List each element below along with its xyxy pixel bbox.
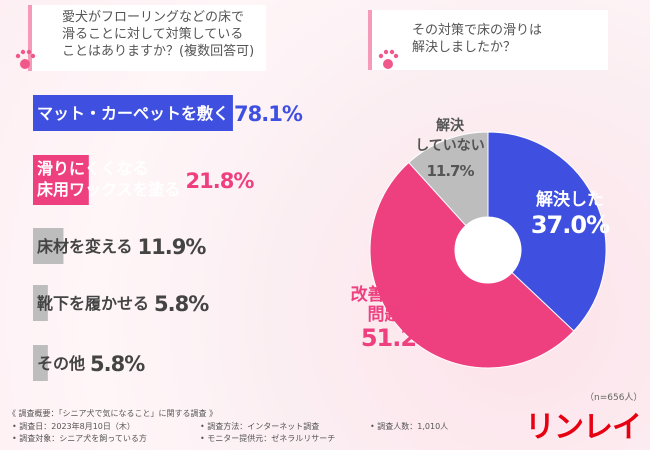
paw-icon bbox=[378, 49, 399, 69]
value-label: 5.8% bbox=[154, 292, 209, 316]
bar bbox=[33, 155, 89, 205]
footer-item: • 調査人数：1,010人 bbox=[370, 422, 449, 431]
footer-item: • 調査日：2023年8月10日（木） bbox=[12, 422, 135, 431]
bar bbox=[33, 345, 48, 381]
footer-item: • 調査対象：シニア犬を飼っている方 bbox=[12, 434, 147, 443]
category-label: 滑りにくくなる床用ワックスを塗る bbox=[37, 159, 181, 199]
category-label: 靴下を履かせる bbox=[37, 294, 149, 313]
slice-label: 解決していない bbox=[415, 117, 485, 154]
value-label: 78.1% bbox=[234, 102, 303, 126]
value-label: 51.2% bbox=[361, 324, 440, 352]
logo: リンレイ bbox=[525, 410, 642, 445]
donut-hole bbox=[455, 217, 521, 283]
value-label: 5.8% bbox=[90, 352, 145, 376]
footer-item: • モニター提供元：ゼネラルリサーチ bbox=[200, 434, 336, 443]
bar-title: 愛犬がフローリングなどの床で 滑ることに対して対策している ことはありますか？(… bbox=[28, 5, 266, 71]
value-label: 21.8% bbox=[186, 169, 255, 193]
category-label: 床材を変える bbox=[37, 237, 133, 256]
bar bbox=[33, 95, 233, 131]
footer-item: • 調査方法：インターネット調査 bbox=[200, 422, 320, 431]
value-label: 11.7% bbox=[426, 162, 474, 180]
bar bbox=[33, 285, 48, 321]
pie-title: その対策で床の滑りは 解決しましたか？ bbox=[368, 10, 608, 70]
note: （n=656人） bbox=[585, 393, 643, 403]
slice-label: 改善はしたが、問題がある bbox=[351, 284, 470, 325]
slice-label: 解決した bbox=[536, 189, 604, 210]
category-label: マット・カーペットを敷く bbox=[37, 104, 229, 123]
paw-icon bbox=[15, 49, 36, 69]
footer-heading: 《 調査概要：「シニア犬で気になること」に関する調査 》 bbox=[8, 409, 218, 418]
value-label: 11.9% bbox=[138, 235, 207, 259]
value-label: 37.0% bbox=[531, 211, 610, 239]
bar bbox=[33, 228, 64, 264]
category-label: その他 bbox=[37, 354, 85, 373]
